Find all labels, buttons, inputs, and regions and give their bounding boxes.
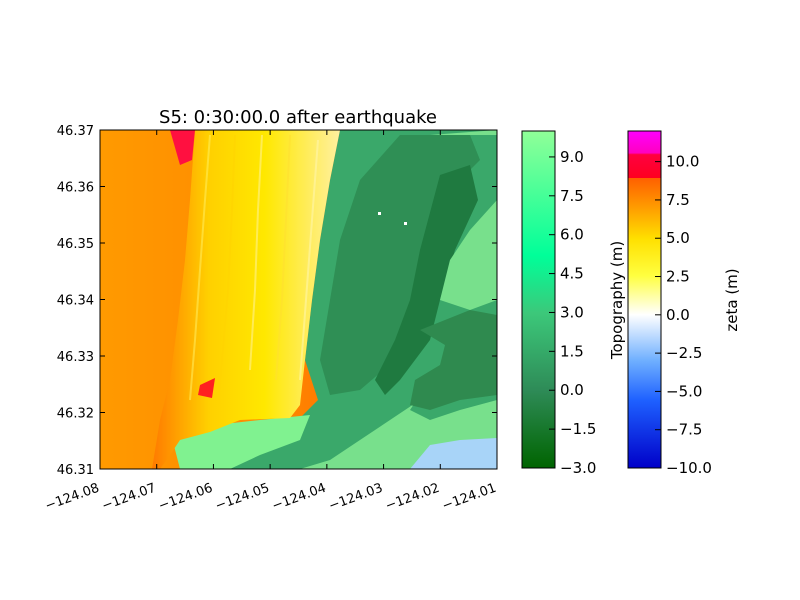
topography-colorbar-label: Topography (m)	[608, 241, 626, 360]
colorbar-tick-label: 9.0	[560, 148, 584, 166]
zeta-colorbar-ticks: −10.0 −7.5 −5.0 −2.5 0.0 2.5 5.0 7.5 10.0	[655, 153, 712, 477]
x-tick-label: −124.08	[43, 481, 101, 514]
topography-colorbar	[521, 130, 556, 469]
x-tick-label: −124.05	[213, 481, 271, 514]
colorbar-tick-label: −7.5	[666, 421, 702, 439]
colorbar-tick-label: 5.0	[666, 229, 690, 247]
y-tick-label: 46.32	[57, 407, 94, 422]
heatmap-image	[100, 130, 497, 469]
y-tick-label: 46.33	[57, 350, 94, 365]
zeta-colorbar-label: zeta (m)	[723, 268, 741, 331]
colorbar-tick-label: 3.0	[560, 303, 584, 321]
chart-title: S5: 0:30:00.0 after earthquake	[159, 107, 437, 128]
colorbar-tick-label: −3.0	[560, 459, 596, 477]
colorbar-tick-label: −2.5	[666, 344, 702, 362]
x-tick-label: −124.04	[270, 481, 328, 514]
y-tick-label: 46.36	[57, 181, 94, 196]
x-tick-label: −124.01	[440, 481, 498, 514]
colorbar-tick-label: −10.0	[666, 459, 712, 477]
colorbar-tick-label: 7.5	[560, 187, 584, 205]
colorbar-tick-label: 1.5	[560, 342, 584, 360]
x-tick-label: −124.03	[327, 481, 385, 514]
y-tick-label: 46.35	[57, 237, 94, 252]
y-tick-label: 46.34	[57, 294, 94, 309]
colorbar-tick-label: 4.5	[560, 265, 584, 283]
y-tick-label: 46.37	[57, 124, 94, 139]
colorbar-tick-label: 2.5	[666, 268, 690, 286]
colorbar-tick-label: 10.0	[666, 153, 699, 171]
x-tick-label: −124.07	[100, 481, 158, 514]
topography-colorbar-ticks: −3.0 −1.5 0.0 1.5 3.0 4.5 6.0 7.5 9.0	[549, 148, 596, 477]
colorbar-tick-label: −5.0	[666, 382, 702, 400]
colorbar-tick-label: 0.0	[666, 306, 690, 324]
colorbar-tick-label: 0.0	[560, 381, 584, 399]
x-tick-label: −124.02	[384, 481, 442, 514]
colorbar-tick-label: −1.5	[560, 420, 596, 438]
zeta-colorbar	[627, 130, 662, 469]
x-tick-label: −124.06	[157, 481, 215, 514]
colorbar-tick-label: 7.5	[666, 191, 690, 209]
colorbar-tick-label: 6.0	[560, 226, 584, 244]
y-tick-label: 46.31	[57, 463, 94, 478]
y-axis: 46.31 46.32 46.33 46.34 46.35 46.36 46.37	[57, 124, 497, 478]
